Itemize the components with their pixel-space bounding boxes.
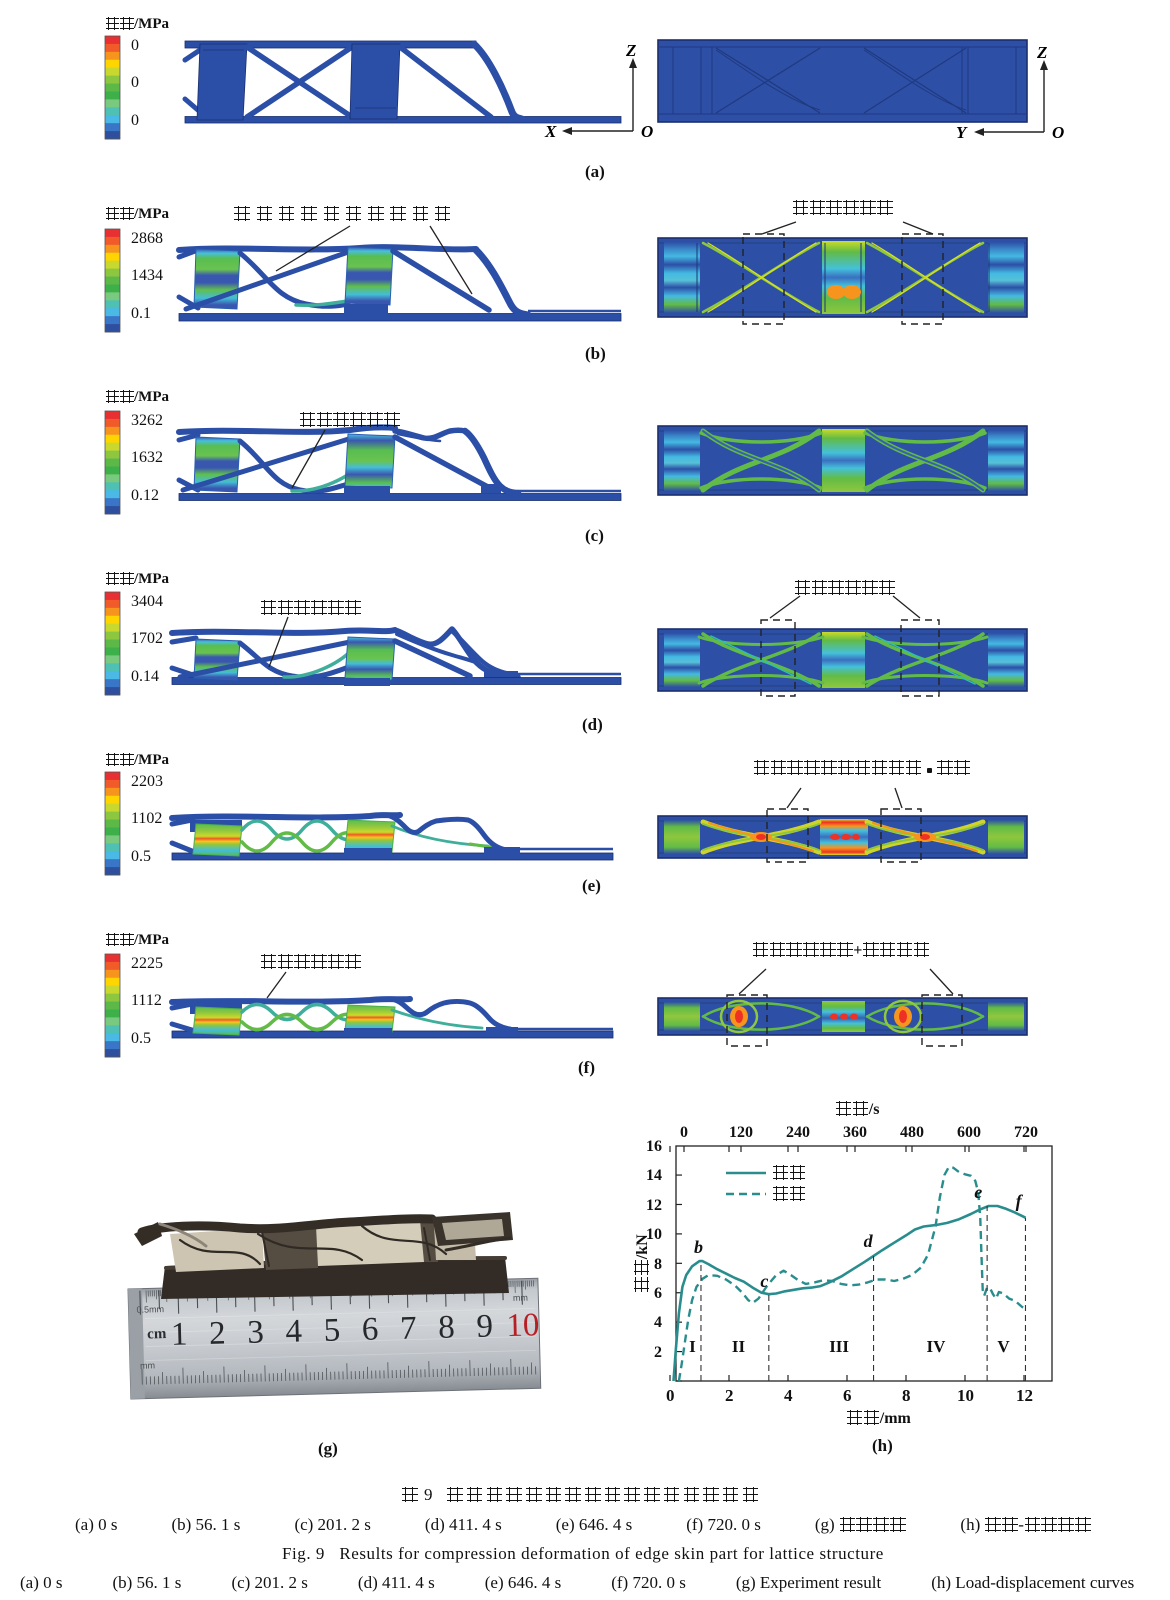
svg-text:5: 5: [323, 1312, 340, 1348]
svg-text:1: 1: [170, 1316, 187, 1352]
svg-text:O: O: [1052, 123, 1064, 142]
svg-text:Z: Z: [625, 41, 636, 60]
svg-text:mm: mm: [140, 1360, 155, 1370]
svg-text:9: 9: [476, 1308, 493, 1344]
svg-text:3: 3: [247, 1314, 264, 1350]
svg-text:6: 6: [361, 1311, 378, 1347]
svg-text:mm: mm: [513, 1293, 528, 1303]
svg-text:cm: cm: [147, 1326, 167, 1343]
svg-text:4: 4: [285, 1313, 302, 1349]
svg-text:X: X: [544, 122, 557, 141]
svg-text:Z: Z: [1036, 43, 1047, 62]
svg-text:7: 7: [400, 1310, 417, 1346]
svg-text:10: 10: [506, 1307, 540, 1344]
svg-text:Y: Y: [956, 123, 968, 142]
svg-text:8: 8: [438, 1309, 455, 1345]
svg-text:O: O: [641, 122, 653, 141]
svg-text:2: 2: [209, 1315, 226, 1351]
svg-text:0.5mm: 0.5mm: [136, 1304, 164, 1315]
